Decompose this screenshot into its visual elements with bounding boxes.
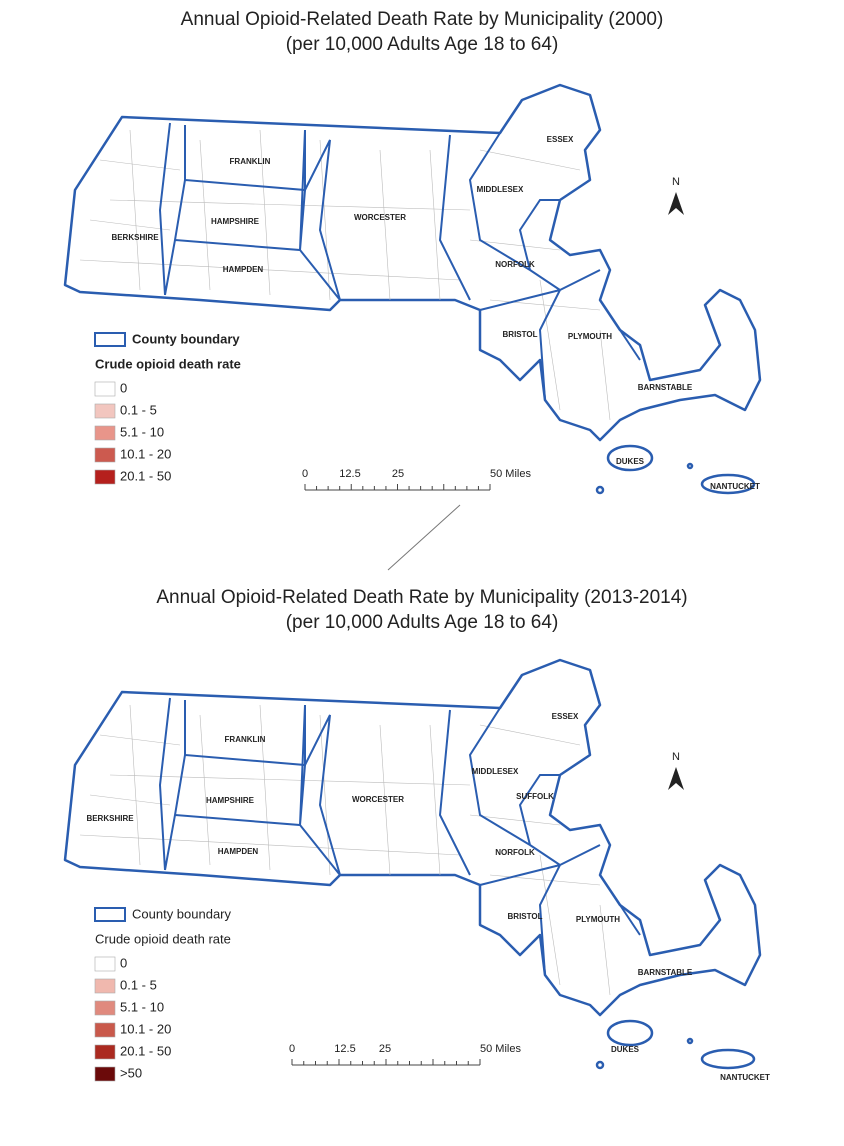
- county-label: HAMPDEN: [218, 847, 259, 856]
- legend-boundary-swatch: [94, 907, 126, 922]
- county-label: HAMPDEN: [223, 265, 264, 274]
- state-outline: [63, 83, 762, 495]
- legend-label: 0: [120, 955, 127, 970]
- county-label: HAMPSHIRE: [211, 217, 260, 226]
- legend-label: >50: [120, 1065, 142, 1080]
- county-label: ESSEX: [547, 135, 574, 144]
- county-label: NORFOLK: [495, 260, 535, 269]
- legend-swatch: [94, 1022, 116, 1038]
- legend-label: 5.1 - 10: [120, 999, 164, 1014]
- legend-swatch: [94, 1044, 116, 1060]
- map: ESSEX FRANKLIN MIDDLESEX SUFFOLK HAMPSHIRE WO…: [63, 658, 770, 1082]
- scale-label: 25: [379, 1043, 391, 1055]
- north-arrow: [668, 767, 684, 790]
- legend-swatch: [94, 381, 116, 397]
- legend-swatch: [94, 978, 116, 994]
- county-label: WORCESTER: [354, 213, 406, 222]
- legend-swatch: [94, 403, 116, 419]
- scale-label: 25: [392, 468, 404, 480]
- legend-label: 10.1 - 20: [120, 446, 171, 461]
- legend-label: 10.1 - 20: [120, 1021, 171, 1036]
- county-label: BARNSTABLE: [638, 968, 693, 977]
- legend-label: 0.1 - 5: [120, 402, 157, 417]
- scale-label: 0: [302, 468, 308, 480]
- county-label: MIDDLESEX: [472, 767, 519, 776]
- state-outline: [63, 658, 762, 1070]
- county-label: FRANKLIN: [230, 157, 271, 166]
- legend-swatch: [94, 956, 116, 972]
- county-label: NANTUCKET: [710, 482, 760, 491]
- scale-label: 50 Miles: [490, 468, 531, 480]
- legend-boundary: County boundary: [132, 331, 240, 346]
- scale-label: 0: [289, 1043, 295, 1055]
- county-label: DUKES: [616, 457, 645, 466]
- legend-label: 0.1 - 5: [120, 977, 157, 992]
- legend-swatch: [94, 1000, 116, 1016]
- legend-title: Crude opioid death rate: [95, 356, 241, 371]
- scale-label: 50 Miles: [480, 1043, 521, 1055]
- county-label: BERKSHIRE: [111, 233, 159, 242]
- scale-label: 12.5: [339, 468, 360, 480]
- county-label: BARNSTABLE: [638, 383, 693, 392]
- legend-label: 5.1 - 10: [120, 424, 164, 439]
- legend-label: 0: [120, 380, 127, 395]
- legend-swatch: [94, 447, 116, 463]
- map-subtitle: (per 10,000 Adults Age 18 to 64): [286, 34, 559, 55]
- county-label: BRISTOL: [503, 330, 538, 339]
- north-label: N: [672, 176, 680, 188]
- county-label: WORCESTER: [352, 795, 404, 804]
- map: ESSEX FRANKLIN MIDDLESEX HAMPSHIRE WORCESTER…: [63, 83, 762, 495]
- north-label: N: [672, 751, 680, 763]
- scale-label: 12.5: [334, 1043, 355, 1055]
- legend-boundary-swatch: [94, 332, 126, 347]
- map-title: Annual Opioid-Related Death Rate by Muni…: [181, 9, 664, 30]
- legend-label: 20.1 - 50: [120, 468, 171, 483]
- county-label: SUFFOLK: [516, 792, 554, 801]
- map-title: Annual Opioid-Related Death Rate by Muni…: [156, 587, 687, 608]
- legend-swatch: [94, 425, 116, 441]
- north-arrow: [668, 192, 684, 215]
- county-label: PLYMOUTH: [576, 915, 620, 924]
- county-label: PLYMOUTH: [568, 332, 612, 341]
- legend-swatch: [94, 469, 116, 485]
- county-label: BRISTOL: [508, 912, 543, 921]
- legend-boundary: County boundary: [132, 906, 232, 921]
- county-label: NORFOLK: [495, 848, 535, 857]
- county-label: ESSEX: [552, 712, 579, 721]
- county-label: DUKES: [611, 1045, 640, 1054]
- county-label: FRANKLIN: [225, 735, 266, 744]
- county-label: BERKSHIRE: [86, 814, 134, 823]
- county-label: MIDDLESEX: [477, 185, 524, 194]
- legend-label: 20.1 - 50: [120, 1043, 171, 1058]
- county-label: HAMPSHIRE: [206, 796, 255, 805]
- county-label: NANTUCKET: [720, 1073, 770, 1082]
- connector: [387, 504, 461, 571]
- legend-swatch: [94, 1066, 116, 1082]
- legend-title: Crude opioid death rate: [95, 931, 231, 946]
- map-subtitle: (per 10,000 Adults Age 18 to 64): [286, 612, 559, 633]
